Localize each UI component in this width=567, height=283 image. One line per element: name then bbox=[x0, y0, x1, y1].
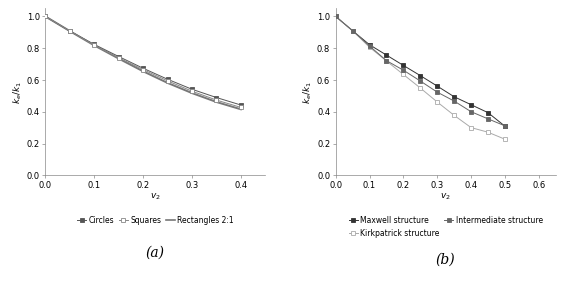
Y-axis label: $k_e/k_1$: $k_e/k_1$ bbox=[302, 80, 314, 104]
Text: (a): (a) bbox=[146, 246, 165, 260]
Y-axis label: $k_e/k_1$: $k_e/k_1$ bbox=[11, 80, 24, 104]
Legend: Maxwell structure, Kirkpatrick structure, Intermediate structure: Maxwell structure, Kirkpatrick structure… bbox=[349, 216, 543, 238]
X-axis label: $\mathit{v}$$_2$: $\mathit{v}$$_2$ bbox=[150, 191, 161, 202]
X-axis label: $\mathit{v}$$_2$: $\mathit{v}$$_2$ bbox=[440, 191, 451, 202]
Legend: Circles, Squares, Rectangles 2:1: Circles, Squares, Rectangles 2:1 bbox=[77, 216, 234, 225]
Text: (b): (b) bbox=[436, 252, 455, 266]
